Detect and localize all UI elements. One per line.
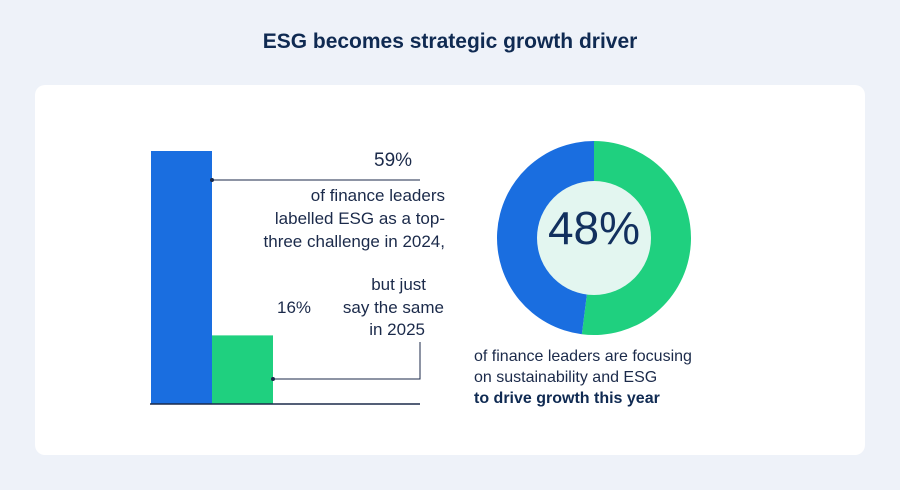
donut-caption-line1: of finance leaders are focusing (474, 348, 692, 365)
donut-caption: of finance leaders are focusing on susta… (474, 346, 794, 409)
bottom-connector-line (273, 342, 421, 380)
bar-chart (151, 151, 273, 404)
bar-2024 (151, 151, 212, 404)
donut-chart (496, 141, 691, 335)
bottom-value-label: 16% (277, 298, 312, 317)
bottom-connector-dot (271, 377, 275, 381)
top-value-label: 59% (374, 150, 413, 171)
bar-2025 (212, 335, 273, 404)
donut-center-value: 48% (547, 202, 641, 254)
top-connector-dot (210, 178, 214, 182)
donut-hole (537, 181, 651, 295)
top-annotation-line2: labelled ESG as a top- (274, 209, 445, 228)
bottom-annotation-line3: in 2025 (369, 320, 425, 339)
top-annotation-line3: three challenge in 2024, (263, 232, 445, 251)
page-title: ESG becomes strategic growth driver (262, 30, 638, 53)
donut-caption-line3: to drive growth this year (474, 390, 660, 407)
bottom-annotation-prefix: but just (371, 275, 426, 294)
donut-caption-line2: on sustainability and ESG (474, 369, 658, 386)
top-annotation-line1: of finance leaders (310, 186, 445, 205)
bottom-annotation-line2: say the same (342, 298, 444, 317)
